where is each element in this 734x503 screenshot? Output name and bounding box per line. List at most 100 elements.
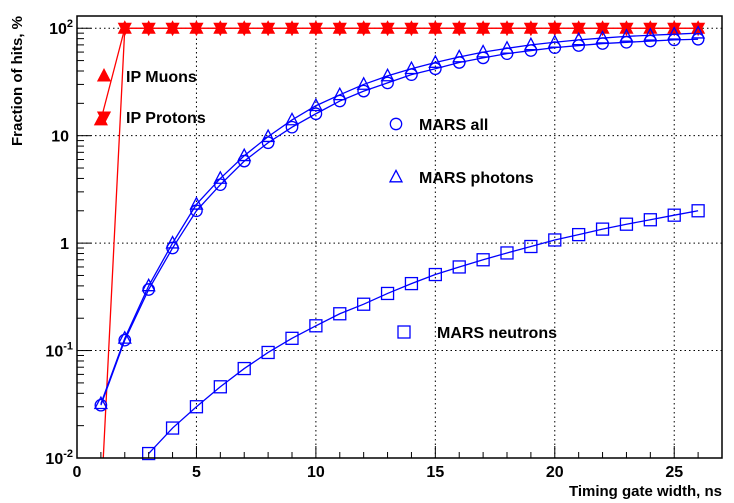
mars-photons-point bbox=[595, 30, 610, 44]
ip-protons-point bbox=[547, 22, 562, 37]
mars-neutrons-line bbox=[148, 210, 699, 454]
mars-all-point bbox=[118, 333, 132, 347]
mars-all-point bbox=[476, 51, 490, 65]
ip-protons-point bbox=[237, 22, 252, 37]
ip-protons-point bbox=[189, 22, 204, 37]
mars-photons-point bbox=[261, 128, 276, 143]
legend-label-ip-protons: IP Protons bbox=[126, 110, 206, 127]
mars-neutrons-point bbox=[333, 307, 347, 321]
ip-protons-point bbox=[428, 22, 443, 37]
mars-photons-point bbox=[380, 67, 395, 82]
mars-all-point bbox=[94, 398, 108, 412]
mars-neutrons-point bbox=[165, 421, 180, 435]
mars-photons-point bbox=[619, 28, 634, 42]
mars-neutrons-point bbox=[380, 286, 395, 301]
legend: IP Muons IP Protons MARS all MARS photons MA… bbox=[96, 68, 557, 342]
mars-photons-point bbox=[308, 97, 323, 112]
mars-photons-point bbox=[452, 48, 467, 63]
mars-neutrons-point bbox=[619, 217, 634, 231]
legend-marker-mars-photons bbox=[388, 169, 404, 183]
mars-all-point bbox=[213, 178, 227, 192]
ip-protons-point bbox=[117, 22, 132, 37]
legend-label-ip-muons: IP Muons bbox=[126, 69, 197, 86]
ip-protons-point bbox=[284, 22, 300, 37]
mars-photons-point bbox=[667, 26, 682, 40]
legend-label-mars-all: MARS all bbox=[419, 117, 488, 134]
mars-photons-point bbox=[691, 25, 706, 39]
mars-photons-point bbox=[499, 40, 515, 54]
mars-neutrons-point bbox=[309, 319, 323, 333]
mars-photons-point bbox=[428, 54, 443, 68]
mars-all-point bbox=[524, 44, 538, 57]
x-tick-label: 0 bbox=[73, 464, 82, 481]
mars-all-point bbox=[643, 34, 657, 48]
mars-photons-point bbox=[404, 60, 419, 75]
mars-neutrons-point bbox=[667, 208, 681, 222]
ip-protons-point bbox=[261, 22, 276, 37]
mars-photons-point bbox=[165, 235, 180, 249]
mars-neutrons-point bbox=[428, 267, 442, 282]
mars-neutrons-point bbox=[452, 260, 466, 274]
mars-photons-point bbox=[643, 27, 658, 41]
plot-frame bbox=[76, 15, 723, 459]
x-tick-label: 20 bbox=[546, 464, 564, 481]
mars-all-point bbox=[620, 35, 633, 49]
mars-neutrons-point bbox=[285, 331, 299, 345]
ip-protons-point bbox=[165, 22, 180, 37]
mars-all-point bbox=[357, 84, 371, 98]
mars-all-point bbox=[309, 107, 323, 121]
mars-neutrons-point bbox=[595, 222, 610, 236]
mars-neutrons-point bbox=[237, 361, 251, 376]
ip-protons-point bbox=[380, 22, 395, 37]
mars-photons-point bbox=[332, 86, 347, 101]
mars-photons-point bbox=[356, 76, 371, 90]
mars-all-point bbox=[190, 204, 203, 218]
ip-protons-point bbox=[308, 22, 323, 37]
mars-photons-point bbox=[117, 330, 132, 344]
mars-photons-point bbox=[284, 111, 300, 126]
mars-neutrons-point bbox=[476, 253, 490, 267]
mars-photons-point bbox=[189, 196, 204, 210]
mars-photons-point bbox=[141, 277, 156, 292]
mars-all-point bbox=[428, 62, 442, 76]
legend-marker-mars-neutrons bbox=[397, 325, 411, 339]
x-tick-label: 25 bbox=[665, 464, 683, 481]
ip-protons-point bbox=[213, 22, 228, 37]
mars-neutrons-point bbox=[524, 239, 538, 254]
mars-neutrons-point bbox=[189, 400, 204, 414]
x-axis-title: Timing gate width, ns bbox=[569, 483, 722, 500]
mars-photons-point bbox=[571, 31, 586, 46]
mars-neutrons-point bbox=[404, 276, 419, 291]
y-tick-label: 1 bbox=[60, 236, 69, 253]
mars-all-point bbox=[405, 68, 418, 81]
mars-photons-point bbox=[213, 170, 228, 184]
y-axis-title: Fraction of hits, % bbox=[9, 16, 26, 146]
mars-all-point bbox=[691, 32, 705, 46]
y-tick-label: 10 bbox=[51, 129, 69, 146]
legend-marker-ip-muons bbox=[96, 68, 112, 82]
mars-all-point bbox=[667, 33, 681, 47]
x-tick-label: 15 bbox=[426, 464, 444, 481]
ip-protons-point bbox=[523, 22, 538, 37]
mars-neutrons-point bbox=[691, 204, 705, 218]
x-tick-label: 5 bbox=[192, 464, 201, 481]
mars-neutrons-point bbox=[548, 233, 562, 247]
mars-neutrons-point bbox=[643, 213, 657, 227]
ip-protons-point bbox=[141, 22, 156, 37]
mars-all-point bbox=[596, 37, 609, 50]
mars-neutrons-point bbox=[572, 227, 586, 242]
mars-photons-point bbox=[523, 36, 538, 51]
mars-all-point bbox=[285, 120, 299, 134]
mars-all-point bbox=[333, 94, 347, 108]
mars-all-point bbox=[381, 76, 394, 90]
mars-photons-point bbox=[237, 147, 252, 162]
legend-marker-ip-protons bbox=[96, 111, 112, 125]
ip-protons-point bbox=[571, 22, 586, 37]
mars-all-point bbox=[261, 136, 275, 150]
legend-label-mars-photons: MARS photons bbox=[419, 170, 534, 187]
mars-all-point bbox=[452, 56, 466, 69]
mars-neutrons-point bbox=[357, 297, 371, 311]
ip-protons-point bbox=[691, 22, 706, 37]
